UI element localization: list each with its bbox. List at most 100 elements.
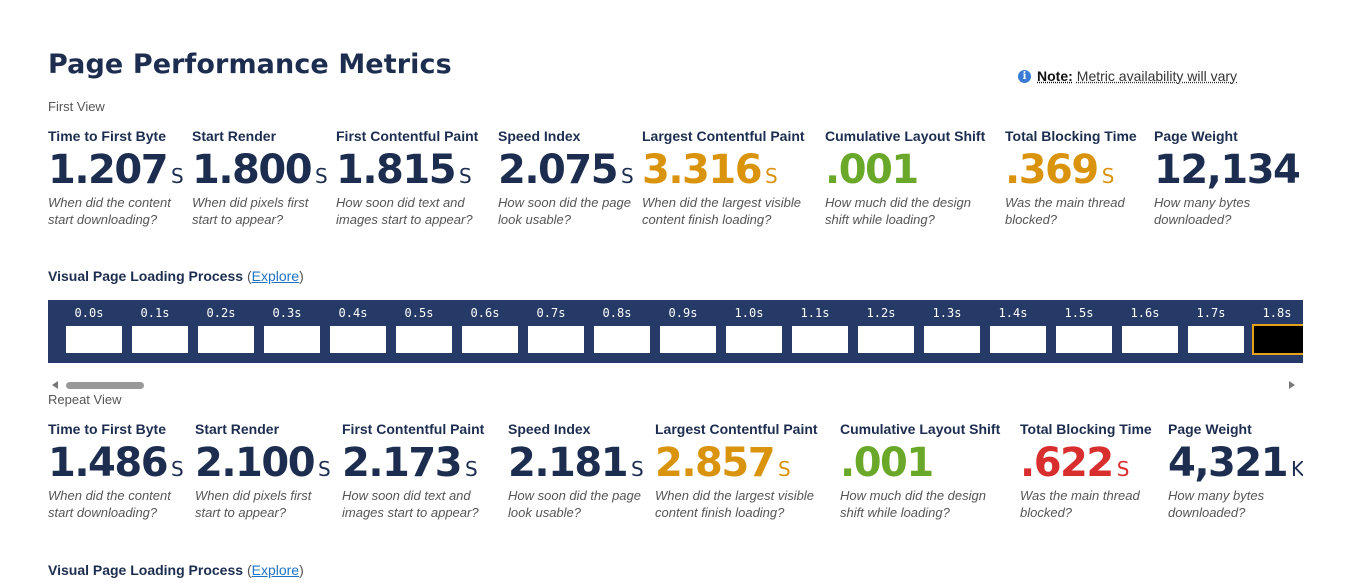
frame-thumbnail[interactable]: [1252, 324, 1303, 355]
frame-time: 1.8s: [1262, 306, 1292, 320]
metric-unit: S: [631, 457, 644, 481]
metric-label: First Contentful Paint: [342, 421, 485, 437]
filmstrip-frame[interactable]: 0.1s: [122, 300, 188, 363]
frame-thumbnail[interactable]: [990, 326, 1046, 353]
metric-speed-index: Speed Index 2.075 S How soon did the page l…: [498, 128, 634, 228]
note-label: Note:: [1037, 68, 1073, 84]
filmstrip-frame[interactable]: 1.0s: [716, 300, 782, 363]
frame-thumbnail[interactable]: [594, 326, 650, 353]
filmstrip-scrollbar[interactable]: [48, 378, 1303, 392]
frame-thumbnail[interactable]: [66, 326, 122, 353]
frame-thumbnail[interactable]: [1188, 326, 1244, 353]
metric-first-contentful-paint: First Contentful Paint 1.815 S How soon did…: [336, 128, 491, 228]
metric-description: How soon did text and images start to ap…: [342, 488, 479, 520]
metric-time-to-first-byte: Time to First Byte 1.486 S When did the con…: [48, 421, 184, 521]
filmstrip-frame[interactable]: 0.9s: [650, 300, 716, 363]
metric-label: Cumulative Layout Shift: [840, 421, 1001, 437]
note-text: Metric availability will vary: [1076, 68, 1238, 84]
filmstrip-frame[interactable]: 0.8s: [584, 300, 650, 363]
frame-thumbnail[interactable]: [330, 326, 386, 353]
frame-time: 1.7s: [1196, 306, 1226, 320]
frame-thumbnail[interactable]: [924, 326, 980, 353]
metric-number: 4,321: [1168, 440, 1289, 486]
filmstrip-frame[interactable]: 1.2s: [848, 300, 914, 363]
filmstrip-frame[interactable]: 1.5s: [1046, 300, 1112, 363]
filmstrip-frame[interactable]: 0.2s: [188, 300, 254, 363]
scroll-left-arrow-icon[interactable]: [52, 381, 58, 389]
metric-value: .622 S: [1020, 441, 1160, 485]
metric-label: Start Render: [192, 128, 277, 144]
frame-thumbnail[interactable]: [198, 326, 254, 353]
frame-thumbnail[interactable]: [1056, 326, 1112, 353]
frame-thumbnail[interactable]: [858, 326, 914, 353]
metric-description: When did the content start downloading?: [48, 488, 171, 520]
filmstrip-frame[interactable]: 0.7s: [518, 300, 584, 363]
metric-number: .369: [1005, 147, 1099, 193]
metric-number: 2.173: [342, 440, 463, 486]
metric-number: 2.181: [508, 440, 629, 486]
metric-description: When did pixels first start to appear?: [195, 488, 312, 520]
metric-label: Cumulative Layout Shift: [825, 128, 986, 144]
metric-description: Was the main thread blocked?: [1005, 195, 1125, 227]
metric-speed-index: Speed Index 2.181 S How soon did the page l…: [508, 421, 648, 521]
frame-time: 0.1s: [140, 306, 170, 320]
scroll-right-arrow-icon[interactable]: [1289, 381, 1295, 389]
metric-value: 2.181 S: [508, 441, 648, 485]
filmstrip[interactable]: 0.0s 0.1s 0.2s 0.3s 0.4s 0.5s 0.6s 0.7s 0.8s 0.9s…: [48, 300, 1303, 363]
frame-thumbnail[interactable]: [726, 326, 782, 353]
frame-time: 1.0s: [734, 306, 764, 320]
metric-description: How many bytes downloaded?: [1154, 195, 1251, 227]
filmstrip-frame[interactable]: 1.1s: [782, 300, 848, 363]
explore-link[interactable]: Explore: [251, 562, 300, 578]
scroll-thumb[interactable]: [66, 382, 144, 389]
filmstrip-frame[interactable]: 0.5s: [386, 300, 452, 363]
metric-number: 1.800: [192, 147, 313, 193]
first-view-visual-title: Visual Page Loading Process (Explore): [48, 268, 304, 284]
frame-thumbnail[interactable]: [132, 326, 188, 353]
filmstrip-frame[interactable]: 1.3s: [914, 300, 980, 363]
metric-label: Time to First Byte: [48, 421, 166, 437]
metric-start-render: Start Render 1.800 S When did pixels first …: [192, 128, 328, 228]
repeat-view-visual-title: Visual Page Loading Process (Explore): [48, 562, 304, 578]
metric-value: 2.173 S: [342, 441, 497, 485]
metric-label: Page Weight: [1154, 128, 1238, 144]
note[interactable]: i Note: Metric availability will vary: [1018, 68, 1237, 84]
first-view-label: First View: [48, 99, 105, 114]
frame-thumbnail[interactable]: [264, 326, 320, 353]
frame-thumbnail[interactable]: [792, 326, 848, 353]
frame-thumbnail[interactable]: [1122, 326, 1178, 353]
visual-title-text: Visual Page Loading Process: [48, 562, 244, 578]
filmstrip-frame[interactable]: 0.0s: [56, 300, 122, 363]
metric-value: 3.316 S: [642, 148, 817, 192]
metric-unit: S: [171, 164, 184, 188]
metric-unit: S: [459, 164, 472, 188]
frame-thumbnail[interactable]: [462, 326, 518, 353]
metric-value: 1.486 S: [48, 441, 184, 485]
frame-time: 0.7s: [536, 306, 566, 320]
metric-cumulative-layout-shift: Cumulative Layout Shift .001 How much did …: [825, 128, 995, 228]
metric-unit: S: [315, 164, 328, 188]
frame-thumbnail[interactable]: [660, 326, 716, 353]
frame-thumbnail[interactable]: [396, 326, 452, 353]
filmstrip-frame[interactable]: 1.8s: [1244, 300, 1303, 363]
filmstrip-frame[interactable]: 1.4s: [980, 300, 1046, 363]
metric-value: .001: [840, 441, 1010, 485]
frame-time: 1.4s: [998, 306, 1028, 320]
metric-number: 2.857: [655, 440, 776, 486]
frame-thumbnail[interactable]: [528, 326, 584, 353]
filmstrip-frame[interactable]: 1.6s: [1112, 300, 1178, 363]
filmstrip-frame[interactable]: 0.4s: [320, 300, 386, 363]
metric-label: Total Blocking Time: [1020, 421, 1152, 437]
filmstrip-frame[interactable]: 1.7s: [1178, 300, 1244, 363]
explore-link[interactable]: Explore: [251, 268, 300, 284]
metric-page-weight: Page Weight 12,134KBHow many bytes downlo…: [1154, 128, 1303, 228]
filmstrip-frame[interactable]: 0.3s: [254, 300, 320, 363]
metric-description: How soon did text and images start to ap…: [336, 195, 473, 227]
metric-cumulative-layout-shift: Cumulative Layout Shift .001 How much did …: [840, 421, 1010, 521]
filmstrip-frame[interactable]: 0.6s: [452, 300, 518, 363]
metric-description: Was the main thread blocked?: [1020, 488, 1140, 520]
metric-largest-contentful-paint: Largest Contentful Paint 3.316 S When did t…: [642, 128, 817, 228]
info-icon: i: [1018, 69, 1031, 83]
metric-unit: S: [1116, 457, 1130, 481]
